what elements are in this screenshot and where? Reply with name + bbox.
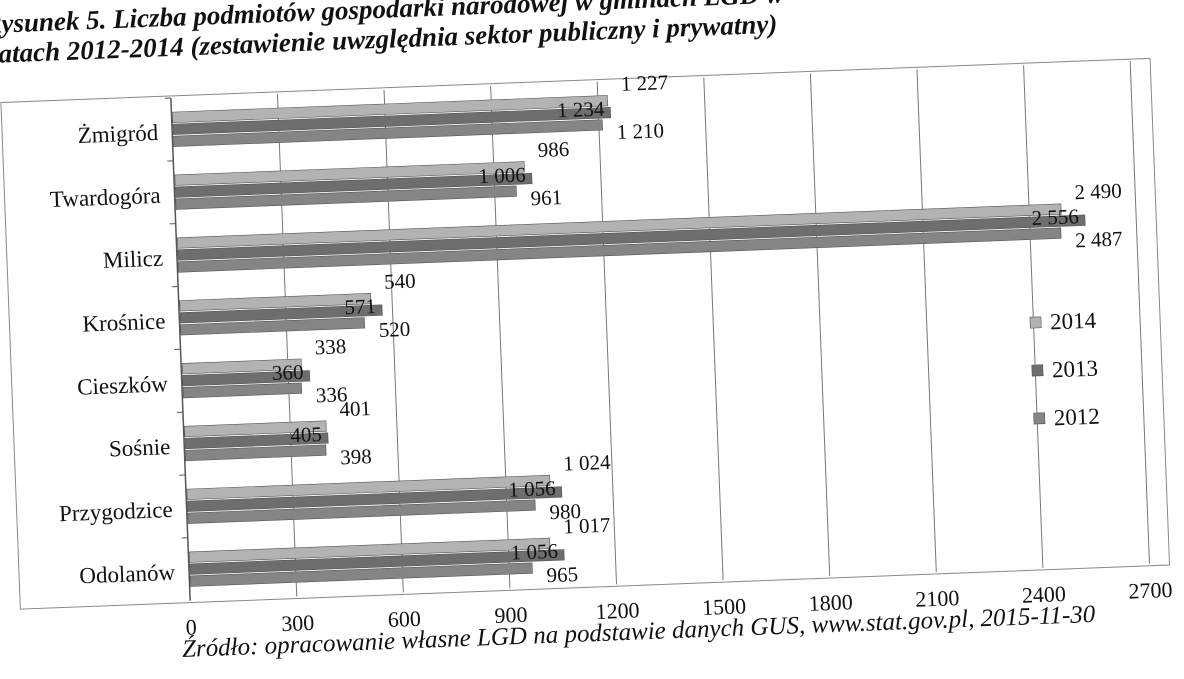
category-label: Twardogóra (49, 183, 161, 212)
category-label: Milicz (103, 246, 164, 273)
category-label: Cieszków (77, 371, 169, 399)
data-label: 1 056 (508, 476, 556, 502)
gridline (1130, 61, 1149, 564)
data-label: 1 006 (478, 163, 526, 189)
data-label: 2 556 (1031, 204, 1079, 230)
data-label: 571 (344, 294, 376, 319)
data-label: 1 227 (620, 70, 668, 96)
legend-label: 2014 (1050, 308, 1097, 335)
legend-swatch-2012 (1034, 413, 1045, 424)
data-label: 398 (340, 444, 372, 469)
data-label: 1 017 (563, 513, 611, 539)
category-label: Krośnice (82, 308, 166, 336)
x-tick-label: 2700 (1128, 577, 1173, 604)
gridline (704, 78, 723, 581)
gridline (917, 69, 936, 572)
data-label: 961 (530, 185, 562, 210)
data-label: 2 487 (1075, 227, 1123, 253)
gridline (810, 73, 829, 576)
data-label: 360 (272, 360, 304, 385)
legend-swatch-2013 (1032, 365, 1043, 376)
category-label: Żmigród (77, 120, 159, 148)
legend-label: 2013 (1051, 356, 1098, 383)
data-label: 1 210 (616, 118, 664, 144)
data-label: 965 (546, 562, 578, 587)
category-label: Sośnie (108, 434, 170, 461)
gridline (491, 86, 510, 589)
data-label: 401 (339, 396, 371, 421)
data-label: 1 024 (563, 450, 612, 476)
category-label: Przygodzice (59, 497, 174, 526)
legend-swatch-2014 (1030, 317, 1041, 328)
gridline (277, 94, 296, 597)
legend-label: 2012 (1053, 404, 1100, 431)
data-label: 405 (290, 422, 322, 447)
data-label: 1 234 (557, 97, 606, 123)
data-label: 540 (384, 269, 416, 294)
category-label: Odolanów (79, 560, 176, 589)
data-label: 986 (537, 137, 569, 162)
gridline (597, 82, 616, 585)
data-label: 2 490 (1074, 179, 1122, 205)
data-label: 338 (314, 334, 346, 359)
data-label: 520 (378, 317, 410, 342)
data-label: 1 056 (510, 539, 558, 565)
